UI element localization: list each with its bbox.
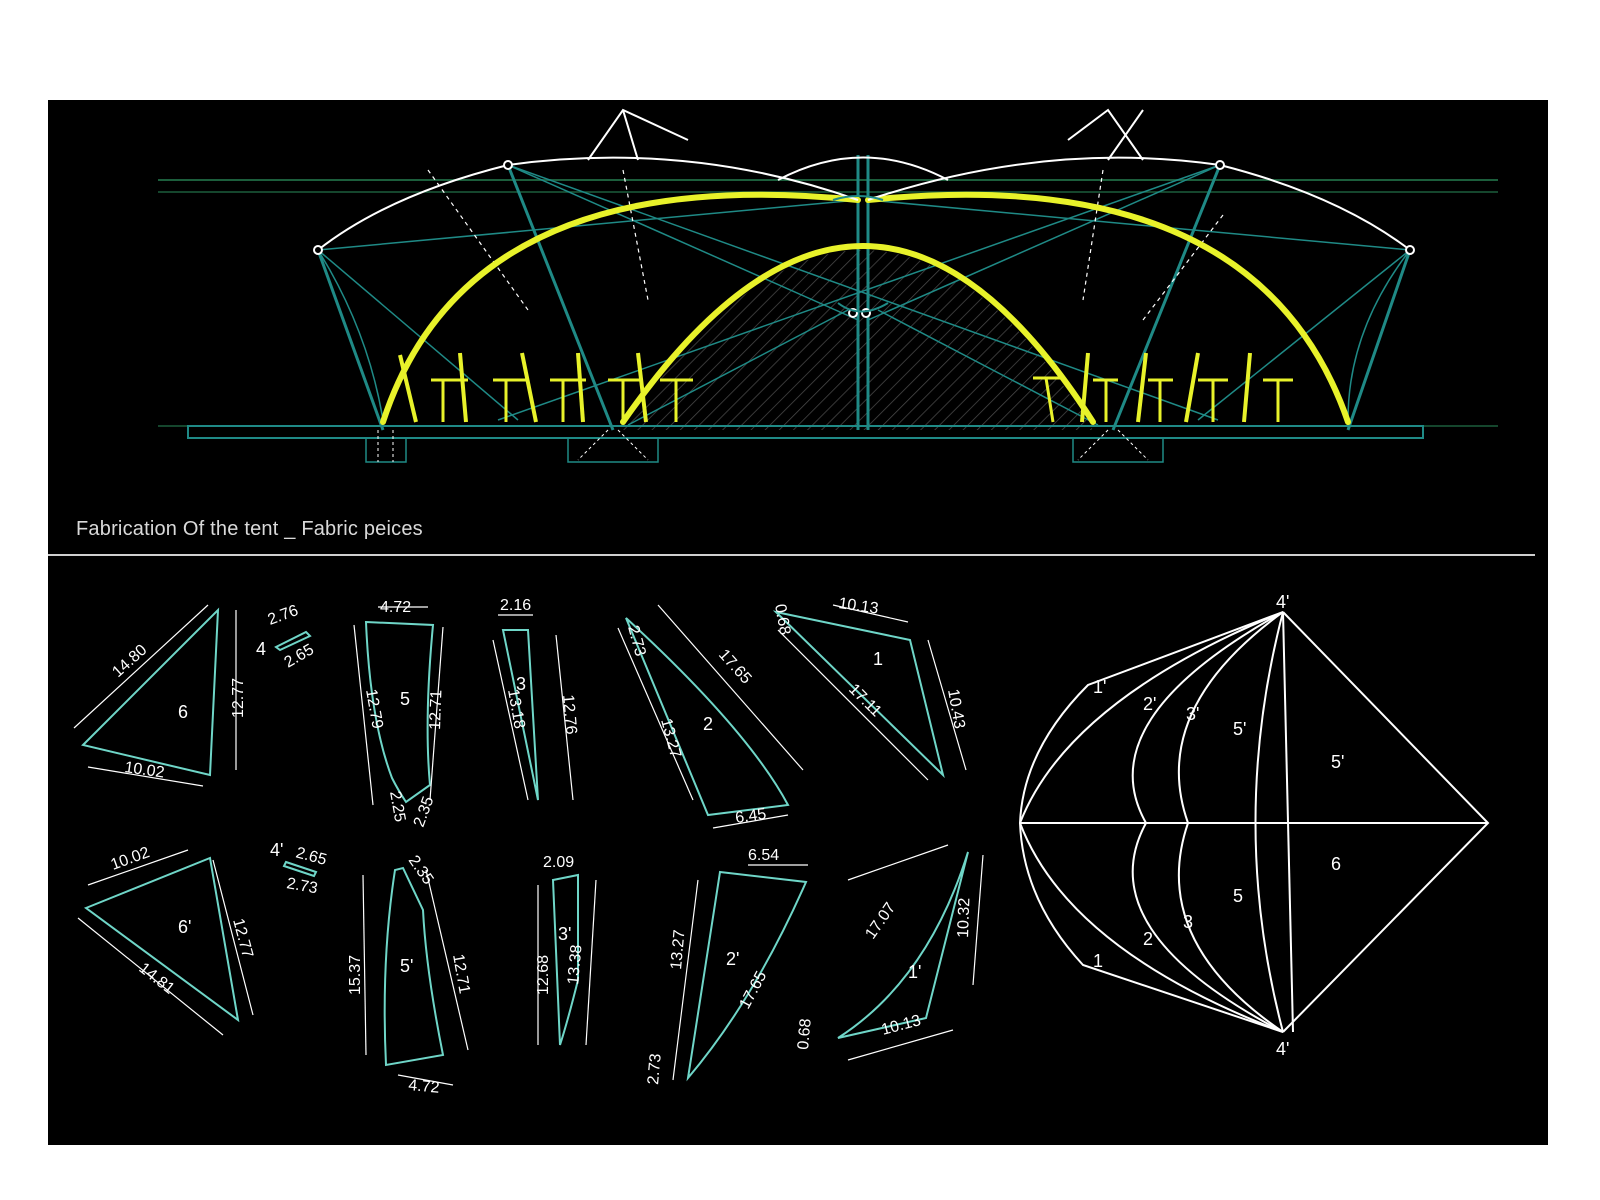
assembly-top-label: 4' <box>1276 592 1289 612</box>
piece-1b-outline <box>837 851 969 1039</box>
piece-1b-label: 1' <box>908 962 921 982</box>
fabric-pieces: 6 4 5 3 2 1 6' 4' 5' 3' 2' 1' 14.80 12.7… <box>73 595 984 1097</box>
piece-4b-label: 4' <box>270 840 283 860</box>
piece-4-outline <box>274 630 312 652</box>
dim-2b-d: 2.73 <box>645 1053 665 1086</box>
assembly-lines <box>1018 611 1490 1033</box>
dim-2-d: 6.45 <box>734 806 767 827</box>
dim-6-b: 12.77 <box>230 678 247 718</box>
dim-5b-c: 12.71 <box>449 953 473 995</box>
piece-2-label: 2 <box>703 714 713 734</box>
dim-3-a: 2.16 <box>500 597 531 614</box>
dim-5b-b: 15.37 <box>347 955 364 995</box>
piece-1-label: 1 <box>873 649 883 669</box>
dimension-lines <box>73 604 984 1086</box>
dim-3b-a: 2.09 <box>543 854 574 871</box>
membrane-outline <box>317 108 1411 251</box>
piece-5b-label: 5' <box>400 956 413 976</box>
connection-plates <box>832 195 889 313</box>
piece-3-label: 3 <box>516 674 526 694</box>
dim-1-b: 10.13 <box>837 595 879 617</box>
piece-2-outline <box>625 617 790 817</box>
dim-5b-d: 4.72 <box>408 1077 441 1097</box>
assembly-lower-1: 1 <box>1093 951 1103 971</box>
piece-4-label: 4 <box>256 639 266 659</box>
dim-1-d: 10.43 <box>944 688 968 730</box>
dim-1-a: 0.68 <box>771 603 793 637</box>
assembly-lower-2: 2 <box>1143 929 1153 949</box>
dim-1b-b: 10.32 <box>955 897 973 938</box>
piece-4b-outline <box>282 860 318 878</box>
yellow-arches <box>380 191 1351 425</box>
piece-1-outline <box>772 610 945 779</box>
dim-2b-a: 6.54 <box>748 847 779 864</box>
drawing-board: Fabrication Of the tent _ Fabric peices <box>48 100 1548 1145</box>
piece-outlines <box>81 607 969 1082</box>
assembly-upper-3: 3' <box>1186 704 1199 724</box>
piece-2b-label: 2' <box>726 949 739 969</box>
piece-3-outline <box>501 629 539 801</box>
platform <box>187 425 1424 439</box>
piece-6-outline <box>81 607 220 777</box>
assembly-upper-1: 1' <box>1093 677 1106 697</box>
tent-elevation <box>158 108 1498 463</box>
assembly-upper-2: 2' <box>1143 694 1156 714</box>
assembly-lower-5: 6 <box>1331 854 1341 874</box>
piece-5b-outline <box>383 866 445 1067</box>
dim-4b-b: 2.73 <box>285 875 319 897</box>
dim-3b-c: 13.38 <box>565 944 585 985</box>
dim-3b-b: 12.68 <box>535 955 552 995</box>
assembly-lower-3: 3 <box>1183 912 1193 932</box>
piece-6b-outline <box>83 856 240 1023</box>
anchor-points <box>313 160 1415 318</box>
dim-3-b: 13.18 <box>504 688 528 730</box>
dim-5-a: 4.72 <box>380 599 411 616</box>
assembly-lower-4: 5 <box>1233 886 1243 906</box>
assembly-bottom-label: 4' <box>1276 1039 1289 1059</box>
dim-3-c: 12.76 <box>559 694 579 735</box>
dim-5-c: 12.71 <box>427 689 445 730</box>
dim-6-c: 10.02 <box>123 759 165 781</box>
dim-5-d: 2.25 <box>386 790 408 824</box>
piece-5-label: 5 <box>400 689 410 709</box>
foundation-dashes <box>377 429 1149 462</box>
assembly-upper-5: 5' <box>1331 752 1344 772</box>
assembly-diagram: 4' 4' 1' 2' 3' 5' 5' 1 2 3 5 6 <box>1018 592 1490 1059</box>
section-rule <box>48 554 1535 556</box>
furniture <box>398 352 1293 423</box>
piece-6-label: 6 <box>178 702 188 722</box>
piece-6b-label: 6' <box>178 917 191 937</box>
tie-lines <box>427 169 1224 321</box>
dim-2b-b: 13.27 <box>668 929 688 970</box>
dim-5-b: 12.79 <box>362 688 386 730</box>
piece-3b-outline <box>551 873 579 1046</box>
piece-3b-label: 3' <box>558 924 571 944</box>
assembly-upper-4: 5' <box>1233 719 1246 739</box>
section-title: Fabrication Of the tent _ Fabric peices <box>76 518 423 540</box>
dim-1b-d: 0.68 <box>795 1018 815 1051</box>
piece-2b-outline <box>686 870 808 1082</box>
piece-5-outline <box>364 620 435 804</box>
foundations <box>365 437 1164 463</box>
